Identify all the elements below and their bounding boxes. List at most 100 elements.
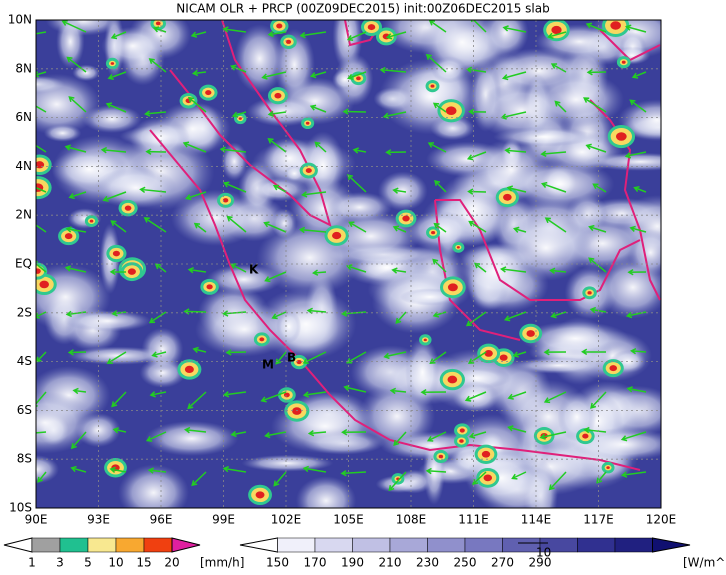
wind-arrow — [65, 226, 87, 233]
wind-arrow — [272, 184, 287, 193]
lon-label: 90E — [25, 513, 48, 527]
cell — [259, 337, 265, 342]
wind-arrow — [341, 429, 367, 436]
wind-arrow — [193, 222, 207, 233]
map-frame — [35, 19, 662, 509]
cloud — [295, 476, 357, 508]
cell — [127, 268, 136, 275]
wind-arrow — [343, 384, 367, 393]
wind-arrow — [348, 221, 367, 233]
wind-arrow — [392, 225, 407, 233]
wind-arrow — [139, 186, 167, 194]
lat-label: 6N — [15, 110, 32, 124]
title: NICAM OLR + PRCP (00Z09DEC2015) init:00Z… — [176, 2, 549, 16]
colorbar-segment — [31, 537, 61, 553]
wind-arrow — [585, 22, 607, 33]
wind-arrow — [581, 348, 607, 356]
cloud — [43, 124, 82, 142]
wind-arrow — [67, 349, 87, 356]
wind-arrow — [143, 217, 167, 233]
lat-label: EQ — [15, 257, 32, 271]
wind-arrow — [273, 471, 287, 487]
cell — [89, 219, 94, 223]
wind-arrow — [68, 191, 87, 200]
wind-arrow — [420, 388, 447, 396]
cell — [610, 21, 621, 30]
wind-arrow — [36, 186, 47, 193]
cell — [39, 280, 49, 289]
wind-arrow — [190, 31, 207, 38]
cloud — [327, 191, 392, 223]
wind-arrow — [474, 262, 487, 273]
wind-arrow — [341, 310, 367, 317]
cell — [205, 90, 212, 96]
wind-arrow — [36, 105, 47, 113]
lon-label: 114E — [521, 513, 552, 527]
colorbar-label: 250 — [454, 556, 477, 570]
colorbar-cap — [171, 537, 201, 553]
wind-arrow — [192, 346, 207, 354]
lon-label: 120E — [646, 513, 677, 527]
colorbar-label: 190 — [341, 556, 364, 570]
wind-arrow — [222, 26, 247, 33]
wind-arrow — [502, 25, 527, 33]
wind-arrow — [550, 311, 567, 319]
wind-arrow — [185, 191, 207, 201]
cloud — [332, 69, 359, 90]
cell — [447, 283, 458, 292]
colorbar-cap — [652, 537, 691, 553]
cloud — [378, 58, 483, 135]
wind-arrow — [425, 467, 447, 475]
wind-arrow — [263, 221, 287, 233]
wind-arrow — [432, 258, 447, 273]
wind-arrow — [507, 425, 527, 433]
cloud — [474, 82, 568, 140]
wind-arrow — [109, 268, 127, 276]
wind-arrow — [388, 471, 407, 492]
wind-arrow — [540, 150, 567, 158]
colorbar-segment — [502, 537, 541, 553]
wind-arrow — [36, 221, 47, 233]
wind-arrow — [64, 144, 87, 153]
cell — [484, 350, 493, 357]
wind-arrow — [633, 186, 647, 193]
cell — [481, 450, 491, 458]
wind-arrow — [500, 266, 527, 273]
wind-arrow — [61, 20, 87, 33]
wind-arrow — [468, 431, 487, 439]
lat-label: 2S — [17, 305, 32, 319]
vector-ref-label: 10 — [536, 546, 551, 560]
wind-arrow — [434, 179, 447, 193]
cell — [402, 215, 410, 222]
wind-arrow — [385, 31, 407, 40]
wind-arrow — [264, 431, 287, 439]
wind-arrow — [590, 391, 607, 409]
wind-arrow — [182, 141, 207, 153]
wind-arrow — [554, 100, 567, 113]
lat-label: 8S — [17, 452, 32, 466]
wind-arrow — [314, 141, 327, 153]
wind-arrow — [145, 148, 167, 155]
cell — [621, 60, 626, 64]
colorbar-segment — [464, 537, 503, 553]
wind-arrow — [539, 431, 567, 440]
wind-arrow — [36, 260, 47, 273]
wind-arrow — [548, 471, 567, 491]
wind-arrow — [540, 181, 567, 193]
colorbar-label: 230 — [416, 556, 439, 570]
wind-arrow — [111, 310, 127, 317]
wind-arrow — [433, 222, 447, 233]
cell — [184, 365, 194, 374]
colorbar-label: 1 — [28, 556, 36, 570]
wind-arrow — [468, 108, 487, 115]
cloud — [141, 327, 184, 372]
wind-arrow — [549, 267, 567, 274]
cell — [367, 24, 376, 31]
wind-arrow — [346, 174, 367, 193]
lon-label: 108E — [396, 513, 427, 527]
colorbar-cap — [3, 537, 33, 553]
cell — [332, 231, 342, 240]
wind-arrow — [306, 307, 327, 315]
wind-arrow — [547, 31, 567, 39]
